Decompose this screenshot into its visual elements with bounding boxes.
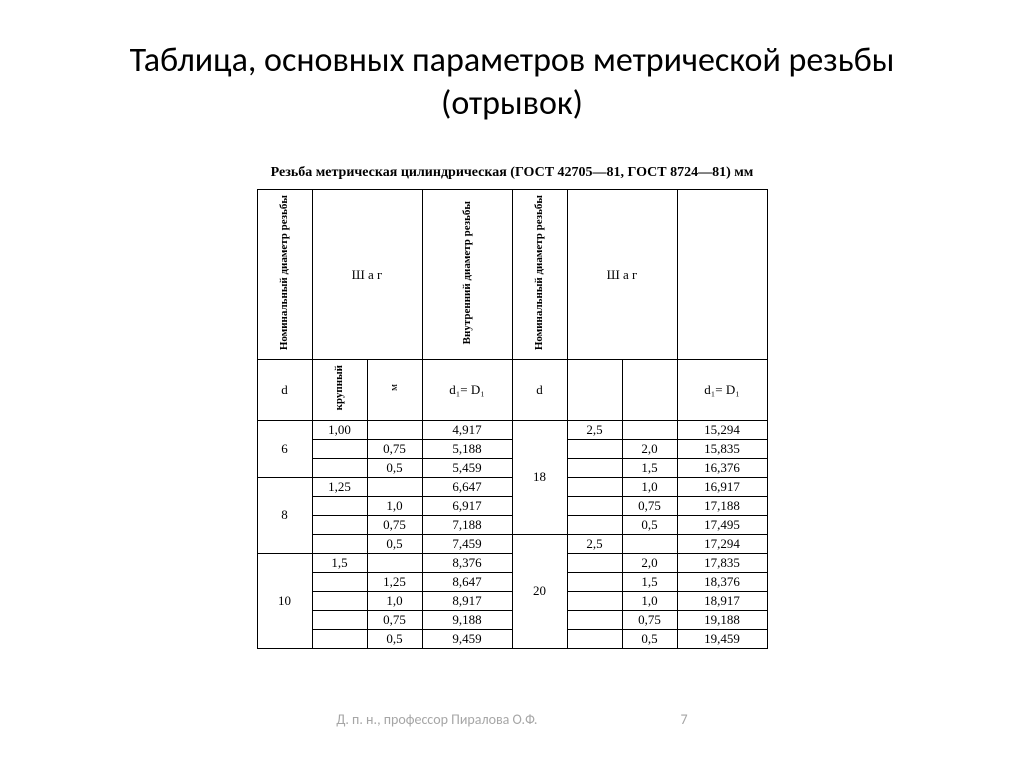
slide-title: Таблица, основных параметров метрической… [60, 40, 964, 125]
cell-coarse [567, 515, 622, 534]
cell-d: 6 [257, 420, 312, 477]
hdr-d-r: d [512, 360, 567, 420]
cell-coarse [567, 477, 622, 496]
cell-fine: 1,0 [622, 477, 677, 496]
cell-fine: 1,0 [367, 496, 422, 515]
cell-coarse [567, 610, 622, 629]
cell-coarse: 1,5 [312, 553, 367, 572]
cell-d1: 18,917 [677, 591, 767, 610]
cell-coarse [567, 553, 622, 572]
cell-fine: 1,0 [622, 591, 677, 610]
cell-fine: 0,75 [622, 496, 677, 515]
cell-d1: 16,917 [677, 477, 767, 496]
cell-fine [622, 534, 677, 553]
cell-fine: 0,5 [367, 629, 422, 648]
cell-d1: 17,495 [677, 515, 767, 534]
cell-fine: 0,5 [622, 515, 677, 534]
hdr-pitch-l: Ш а г [312, 190, 422, 360]
hdr-inner-l: Внутренний диаметр резьбы [461, 197, 473, 348]
cell-d1: 5,459 [422, 458, 512, 477]
hdr-d1-r: d₁= D₁ [677, 360, 767, 420]
cell-coarse [312, 610, 367, 629]
cell-fine: 1,0 [367, 591, 422, 610]
cell-d: 20 [512, 534, 567, 648]
cell-d1: 17,294 [677, 534, 767, 553]
hdr-d1-l: d₁= D₁ [422, 360, 512, 420]
cell-d1: 6,917 [422, 496, 512, 515]
cell-coarse [312, 496, 367, 515]
cell-fine: 2,0 [622, 553, 677, 572]
cell-d1: 9,459 [422, 629, 512, 648]
cell-d1: 19,188 [677, 610, 767, 629]
cell-d1: 15,835 [677, 439, 767, 458]
cell-coarse: 1,25 [312, 477, 367, 496]
hdr-pitch-r: Ш а г [567, 190, 677, 360]
hdr-nominal-r: Номинальный диаметр резьбы [533, 191, 545, 354]
cell-d1: 19,459 [677, 629, 767, 648]
cell-fine: 1,5 [622, 572, 677, 591]
cell-fine: 0,75 [367, 515, 422, 534]
cell-d1: 16,376 [677, 458, 767, 477]
cell-coarse [312, 515, 367, 534]
cell-fine: 0,5 [367, 458, 422, 477]
cell-d: 10 [257, 553, 312, 648]
cell-coarse [567, 439, 622, 458]
footer: Д. п. н., профессор Пиралова О.Ф. 7 [0, 711, 1024, 728]
cell-d1: 8,917 [422, 591, 512, 610]
cell-coarse [312, 458, 367, 477]
cell-d1: 15,294 [677, 420, 767, 439]
cell-coarse: 2,5 [567, 534, 622, 553]
cell-fine: 0,75 [622, 610, 677, 629]
cell-d: 18 [512, 420, 567, 534]
cell-coarse [312, 439, 367, 458]
cell-fine: 1,5 [622, 458, 677, 477]
cell-fine: 0,5 [367, 534, 422, 553]
cell-d: 8 [257, 477, 312, 553]
cell-fine: 0,75 [367, 439, 422, 458]
cell-d1: 5,188 [422, 439, 512, 458]
cell-coarse [312, 534, 367, 553]
cell-d1: 18,376 [677, 572, 767, 591]
footer-page: 7 [681, 711, 688, 728]
cell-d1: 4,917 [422, 420, 512, 439]
cell-fine: 2,0 [622, 439, 677, 458]
cell-fine: 0,75 [367, 610, 422, 629]
cell-coarse [567, 458, 622, 477]
cell-fine [367, 477, 422, 496]
table-wrapper: Номинальный диаметр резьбы Ш а г Внутрен… [60, 189, 964, 649]
cell-d1: 17,188 [677, 496, 767, 515]
cell-coarse [312, 629, 367, 648]
cell-fine [367, 553, 422, 572]
hdr-coarse-l: крупный [333, 361, 345, 414]
cell-coarse [567, 496, 622, 515]
table-caption: Резьба метрическая цилиндрическая (ГОСТ … [60, 165, 964, 181]
cell-fine: 1,25 [367, 572, 422, 591]
cell-coarse [567, 572, 622, 591]
cell-coarse [567, 629, 622, 648]
cell-d1: 7,188 [422, 515, 512, 534]
hdr-d-l: d [257, 360, 312, 420]
hdr-nominal-l: Номинальный диаметр резьбы [278, 191, 290, 354]
cell-fine [367, 420, 422, 439]
cell-coarse [312, 572, 367, 591]
thread-table: Номинальный диаметр резьбы Ш а г Внутрен… [257, 189, 768, 649]
cell-fine: 0,5 [622, 629, 677, 648]
cell-coarse: 2,5 [567, 420, 622, 439]
cell-coarse: 1,00 [312, 420, 367, 439]
cell-fine [622, 420, 677, 439]
cell-d1: 6,647 [422, 477, 512, 496]
footer-author: Д. п. н., профессор Пиралова О.Ф. [336, 711, 537, 728]
cell-coarse [312, 591, 367, 610]
hdr-fine-l: м [388, 380, 400, 395]
cell-d1: 7,459 [422, 534, 512, 553]
cell-coarse [567, 591, 622, 610]
cell-d1: 17,835 [677, 553, 767, 572]
cell-d1: 9,188 [422, 610, 512, 629]
cell-d1: 8,376 [422, 553, 512, 572]
cell-d1: 8,647 [422, 572, 512, 591]
